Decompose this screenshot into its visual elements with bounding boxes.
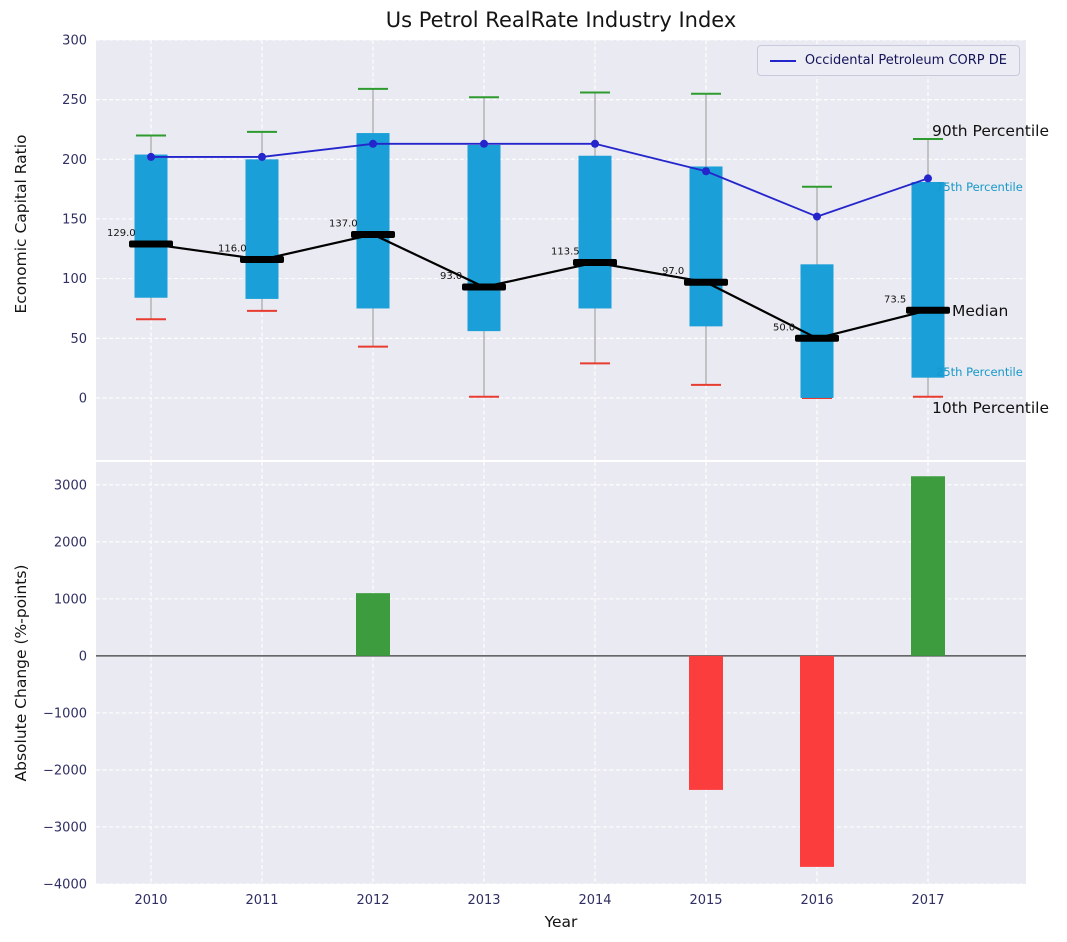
x-tick-2014: 2014 [578, 893, 611, 908]
median-value-label-2012: 137.0 [329, 218, 358, 229]
iqr-box-2010 [134, 154, 168, 298]
top-y-tick-300: 300 [62, 34, 87, 49]
median-value-label-2014: 113.5 [551, 247, 580, 258]
median-marker-2017 [906, 306, 950, 314]
company-point-2016 [813, 212, 821, 221]
median-value-label-2016: 50.0 [773, 322, 795, 333]
annotation-25th-percentile: 25th Percentile [936, 365, 1023, 379]
median-line [150, 233, 929, 340]
iqr-box-2011 [245, 159, 279, 299]
top-y-tick-50: 50 [70, 332, 87, 347]
change-bar-2015 [689, 655, 723, 790]
company-point-2013 [480, 139, 488, 148]
median-value-label-2010: 129.0 [107, 228, 136, 239]
x-tick-2012: 2012 [356, 893, 389, 908]
iqr-box-2016 [800, 264, 834, 398]
chart-title: Us Petrol RealRate Industry Index [385, 8, 737, 32]
annotation-75th-percentile: 75th Percentile [936, 180, 1023, 194]
x-tick-2016: 2016 [800, 893, 833, 908]
bottom-y-tick-3000: 3000 [54, 478, 87, 493]
top-y-tick-250: 250 [62, 93, 87, 108]
annotation-90th-percentile: 90th Percentile [932, 122, 1050, 140]
annotation-10th-percentile: 10th Percentile [932, 399, 1050, 417]
iqr-box-2013 [467, 145, 501, 332]
top-y-tick-100: 100 [62, 272, 87, 287]
x-tick-2015: 2015 [689, 893, 722, 908]
median-marker-2013 [462, 283, 506, 291]
change-bar-2016 [800, 655, 834, 867]
bottom-y-tick--2000: −2000 [43, 763, 87, 778]
x-tick-2010: 2010 [134, 893, 167, 908]
median-marker-2015 [684, 278, 728, 286]
change-bar-2017 [911, 476, 945, 656]
median-marker-2016 [795, 334, 839, 342]
change-bar-2012 [356, 593, 390, 656]
company-point-2012 [369, 139, 377, 148]
legend-label: Occidental Petroleum CORP DE [804, 53, 1007, 68]
top-y-tick-150: 150 [62, 212, 87, 227]
median-value-label-2013: 93.0 [440, 271, 462, 282]
iqr-box-2012 [356, 133, 390, 309]
x-tick-2011: 2011 [245, 893, 278, 908]
median-value-label-2015: 97.0 [662, 266, 684, 277]
top-y-axis-label: Economic Capital Ratio [12, 134, 30, 314]
median-marker-2010 [129, 240, 173, 248]
legend: Occidental Petroleum CORP DE [756, 45, 1020, 76]
bottom-plot-area [96, 462, 1026, 884]
annotation-median: Median [952, 302, 1009, 320]
x-tick-2017: 2017 [911, 893, 944, 908]
top-y-tick-0: 0 [79, 391, 87, 406]
median-value-label-2011: 116.0 [218, 244, 247, 255]
bottom-y-tick-0: 0 [79, 649, 87, 664]
median-marker-2012 [351, 230, 395, 238]
top-y-tick-200: 200 [62, 153, 87, 168]
bottom-y-tick-2000: 2000 [54, 535, 87, 550]
bottom-y-axis-label: Absolute Change (%-points) [12, 564, 30, 782]
bottom-y-tick--4000: −4000 [43, 878, 87, 893]
x-axis-label: Year [544, 913, 578, 931]
iqr-box-2015 [689, 166, 723, 327]
company-point-2014 [591, 139, 599, 148]
company-point-2017 [924, 174, 932, 183]
iqr-box-2017 [911, 181, 945, 378]
median-marker-2014 [573, 259, 617, 267]
legend-line-sample [769, 59, 796, 62]
median-value-label-2017: 73.5 [884, 294, 906, 305]
bottom-y-tick-1000: 1000 [54, 592, 87, 607]
x-tick-2013: 2013 [467, 893, 500, 908]
median-marker-2011 [240, 256, 284, 264]
bottom-y-tick--3000: −3000 [43, 820, 87, 835]
company-point-2011 [258, 152, 266, 161]
bottom-y-tick--1000: −1000 [43, 706, 87, 721]
company-line [151, 142, 929, 218]
company-point-2015 [702, 167, 710, 176]
iqr-box-2014 [578, 155, 612, 309]
company-point-2010 [147, 152, 155, 161]
